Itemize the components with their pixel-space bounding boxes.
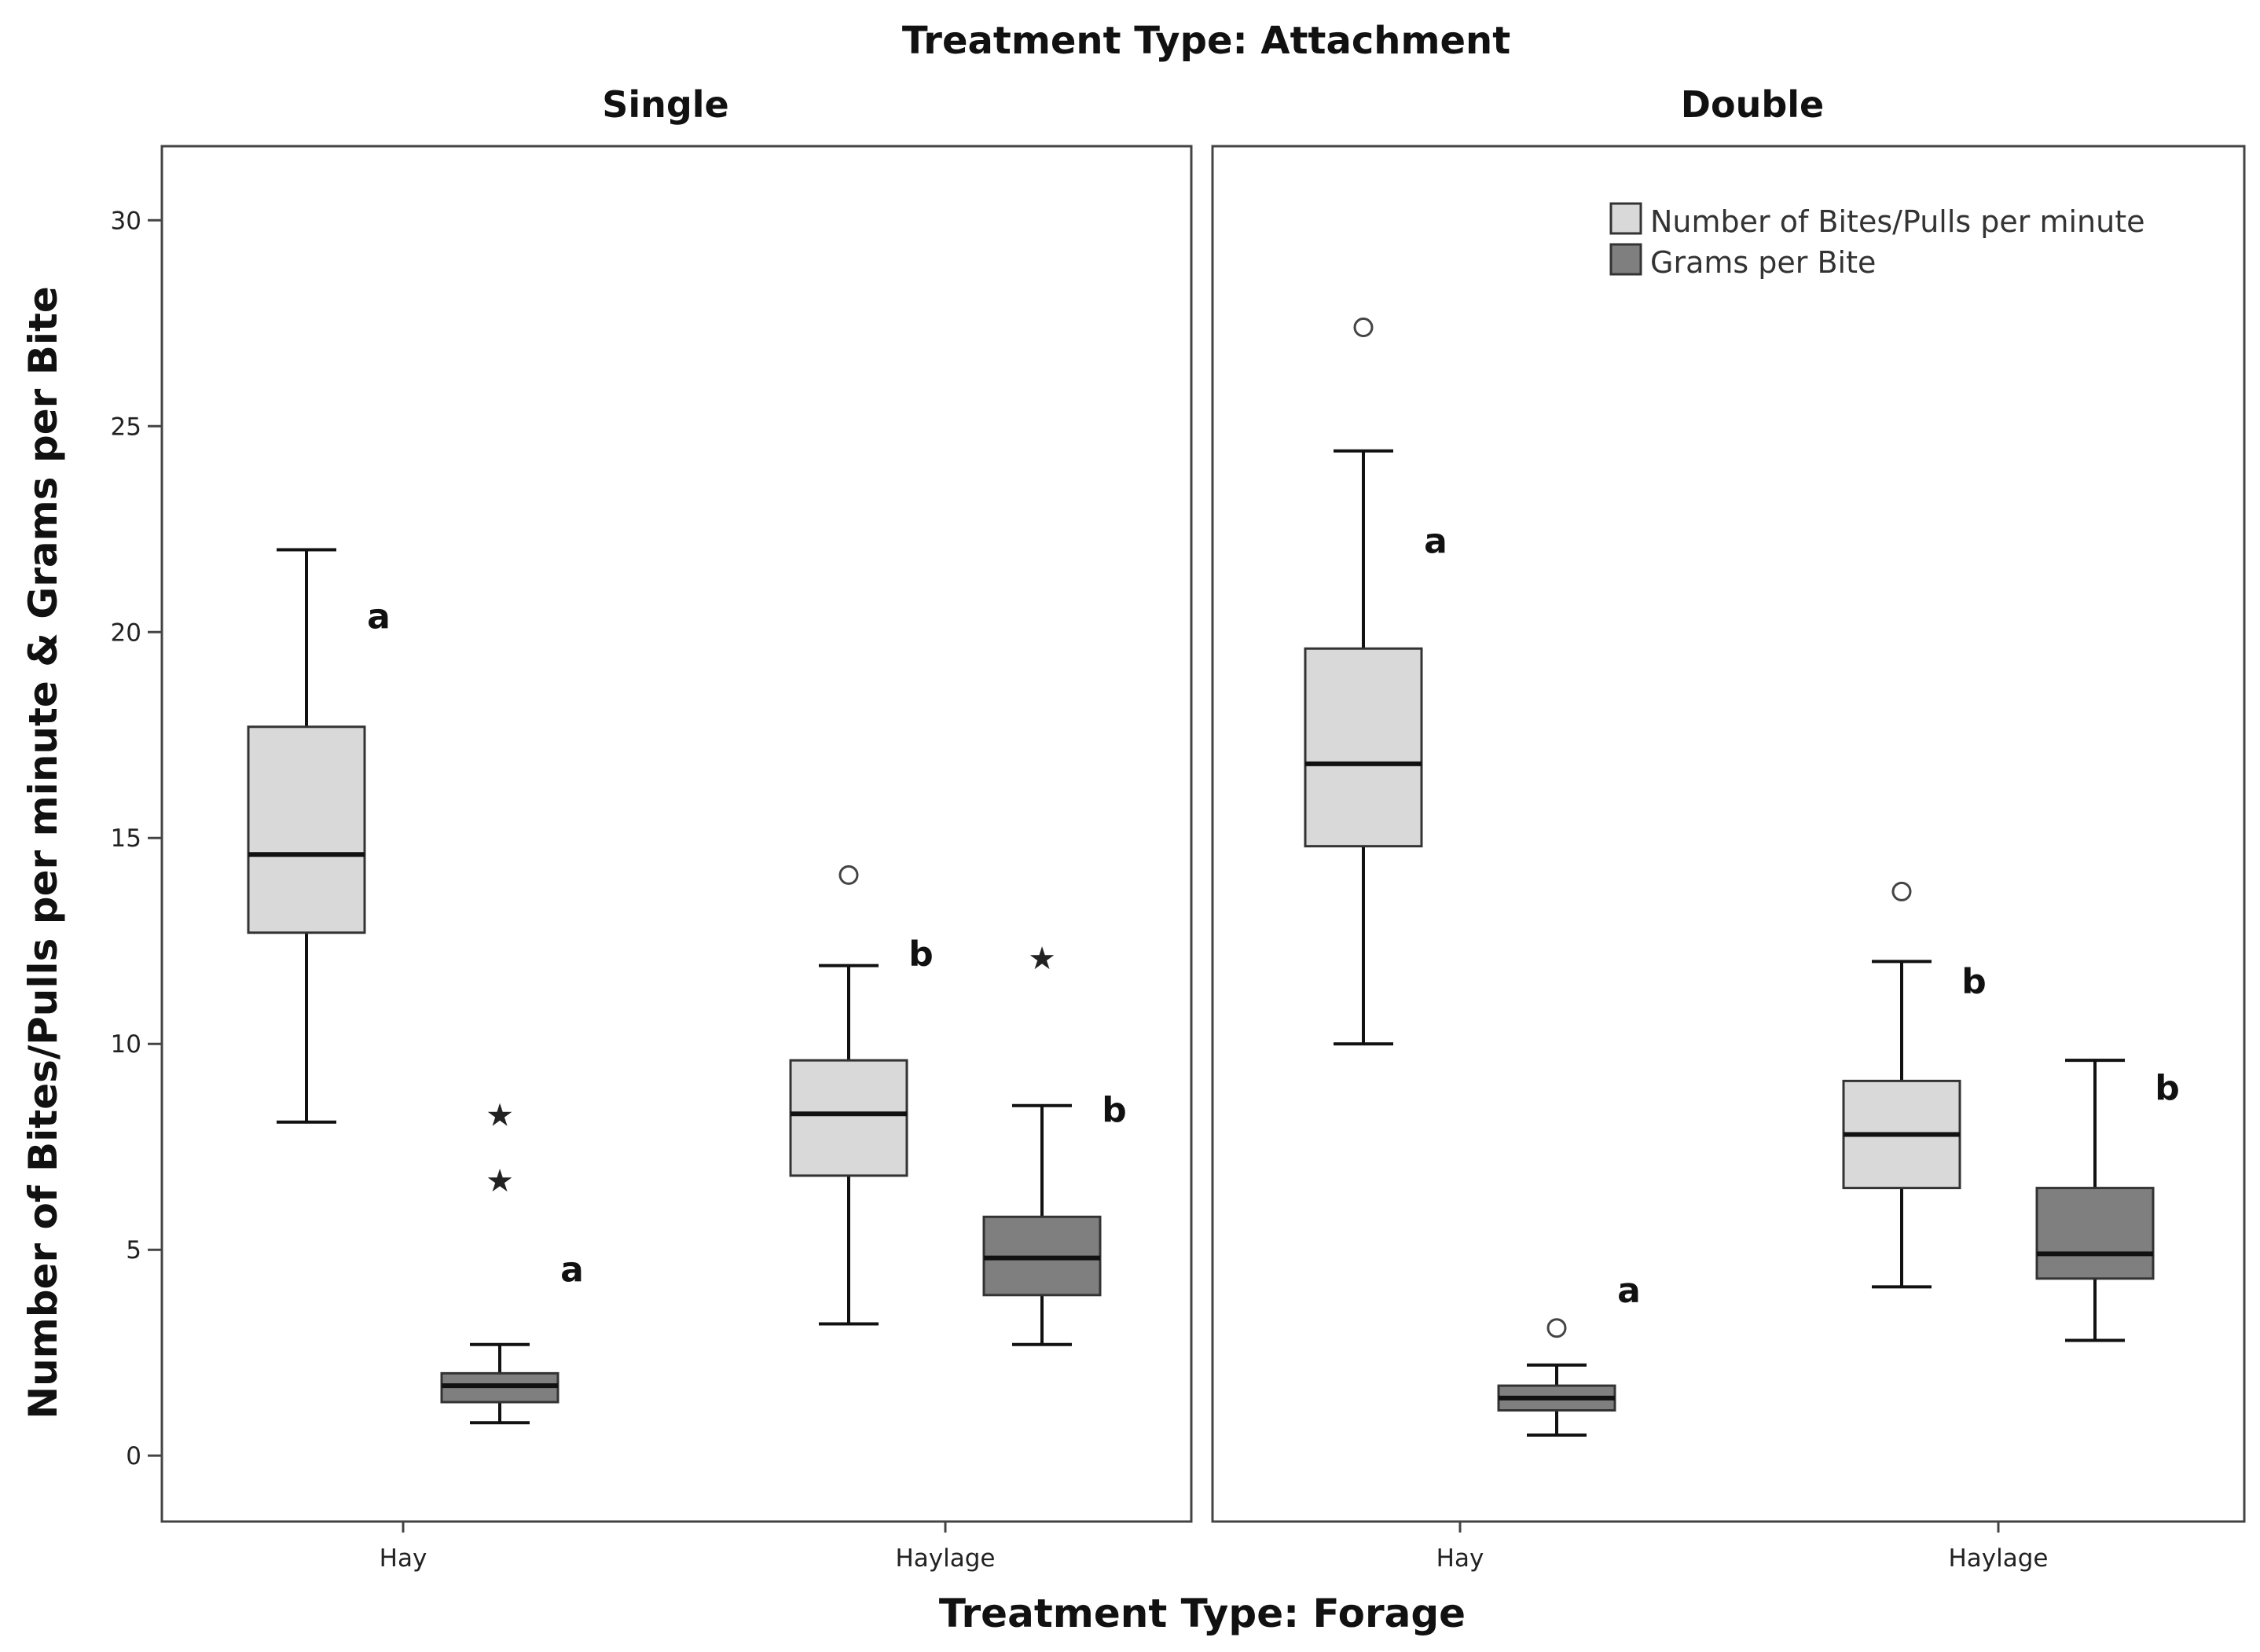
box-single-hay-bites: a [247,548,391,1124]
panel-title-single: Single [602,83,729,126]
legend-swatch-bites [1609,202,1642,235]
outlier-point [1353,318,1374,338]
panel-frame-single [160,145,1193,1523]
legend: Number of Bites/Pulls per minute Grams p… [1609,202,2145,280]
x-tick-label: Haylage [1948,1544,2048,1573]
chart-title: Treatment Type: Attachment [902,19,1510,63]
box-double-haylage-grams: b [2035,1059,2180,1342]
legend-swatch-grams [1609,243,1642,276]
significance-letter: b [908,934,934,975]
panel-frame-double [1211,145,2246,1523]
y-tick-label: 25 [111,413,141,441]
y-tick-label: 5 [126,1236,141,1265]
panel-title-double: Double [1681,83,1824,126]
box-iqr [2035,1187,2155,1280]
significance-letter: a [1424,522,1447,562]
y-tick-label: 15 [111,824,141,853]
significance-letter: a [1617,1271,1641,1311]
y-tick-label: 10 [111,1030,141,1059]
box-double-hay-grams: a [1497,1271,1641,1437]
y-axis-title: Number of Bites/Pulls per minute & Grams… [20,286,66,1419]
box-single-haylage-grams: ★b [982,941,1127,1346]
x-tick-label: Haylage [895,1544,995,1573]
extreme-point: ★ [1028,941,1056,977]
legend-label-bites: Number of Bites/Pulls per minute [1650,204,2145,239]
x-tick-label: Hay [1436,1544,1484,1573]
outlier-point [1546,1318,1567,1338]
x-axis-title: Treatment Type: Forage [939,1591,1466,1636]
significance-letter: a [367,597,391,637]
significance-letter: b [1102,1090,1127,1130]
box-iqr [789,1059,908,1177]
significance-letter: a [560,1250,584,1290]
significance-letter: b [2155,1068,2180,1108]
box-double-haylage-bites: b [1842,881,1987,1289]
significance-letter: b [1961,961,1987,1001]
box-iqr [1304,647,1423,848]
x-tick-label: Hay [380,1544,427,1573]
box-single-haylage-bites: b [789,865,934,1326]
box-single-hay-grams: ★ ★ a [440,1097,584,1425]
y-tick-label: 30 [111,207,141,235]
legend-label-grams: Grams per Bite [1650,245,1876,280]
outlier-point [838,865,859,885]
box-iqr [247,725,366,934]
extreme-point: ★ [486,1097,514,1133]
box-double-hay-bites: a [1304,318,1447,1046]
y-axis: 0 5 10 15 20 25 30 [111,207,162,1470]
y-tick-label: 0 [126,1442,141,1470]
y-tick-label: 20 [111,619,141,647]
extreme-point: ★ [486,1163,514,1199]
outlier-point [1891,881,1912,901]
x-axis: Hay Haylage Hay Haylage [380,1522,2049,1573]
